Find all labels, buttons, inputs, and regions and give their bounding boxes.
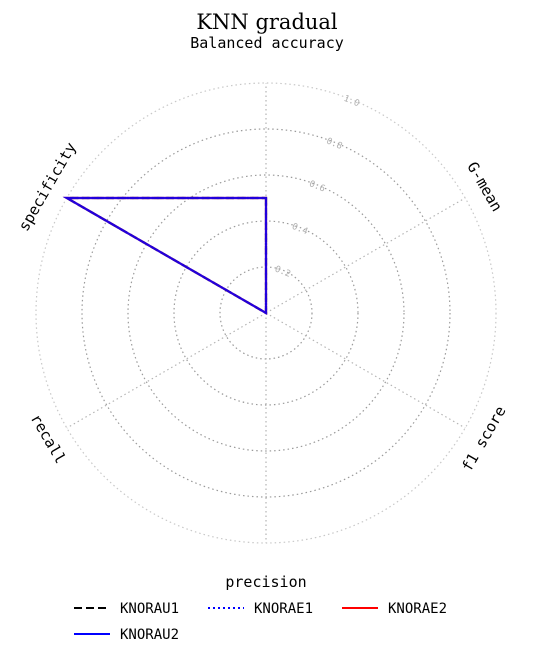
axis-label-5: specificity xyxy=(15,139,80,234)
tick-label-2: 0.6 xyxy=(308,179,327,194)
grid-spoke-4 xyxy=(66,312,267,429)
radial-tick-labels: 0.2 0.4 0.6 0.8 1.0 xyxy=(273,94,361,280)
legend-label-1: KNORAE1 xyxy=(254,601,313,617)
legend-label-3: KNORAU2 xyxy=(120,627,179,643)
axis-labels: G-mean f1 score recall specificity xyxy=(15,139,510,474)
tick-label-4: 1.0 xyxy=(342,94,361,109)
legend: precision KNORAU1 KNORAE1 KNORAE2 KNORAU2 xyxy=(74,573,447,643)
series-lines xyxy=(62,196,268,315)
legend-title: precision xyxy=(225,573,306,591)
axis-label-4: recall xyxy=(27,411,70,467)
tick-label-1: 0.4 xyxy=(290,222,309,237)
axis-label-1: G-mean xyxy=(463,159,506,215)
chart-title: KNN gradual xyxy=(196,10,338,34)
tick-label-3: 0.8 xyxy=(325,137,344,152)
axis-label-2: f1 score xyxy=(458,403,510,475)
grid-spoke-2 xyxy=(265,312,466,429)
legend-label-0: KNORAU1 xyxy=(120,601,179,617)
series-line-3 xyxy=(62,196,268,315)
tick-label-0: 0.2 xyxy=(273,265,292,280)
chart-subtitle: Balanced accuracy xyxy=(190,34,344,52)
grid-ring-2 xyxy=(127,174,405,452)
legend-label-2: KNORAE2 xyxy=(388,601,447,617)
grid-ring-3 xyxy=(81,128,451,498)
grid-spoke-1 xyxy=(265,197,466,314)
